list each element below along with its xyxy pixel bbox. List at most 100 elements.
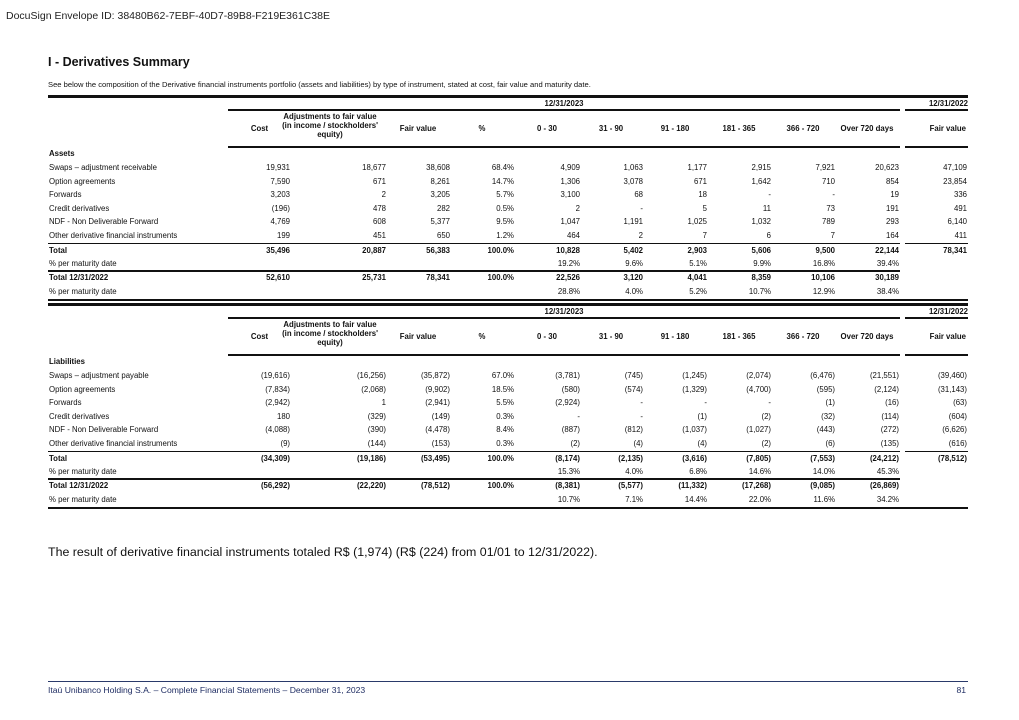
cell-value: 20,887: [362, 245, 386, 255]
cell-value: 6.8%: [689, 467, 707, 477]
cell-value: (6,626): [942, 425, 967, 435]
cell-value: (16): [885, 398, 899, 408]
cell-value: 68.4%: [491, 163, 514, 172]
page-number: 81: [956, 685, 966, 695]
cell-value: 73: [826, 203, 835, 213]
cell-value: 8,261: [430, 176, 450, 186]
cell-value: 5,377: [430, 217, 450, 227]
cell-value: (595): [816, 384, 835, 394]
table-bottom-rule: [48, 298, 968, 302]
cell-value: (4): [697, 439, 707, 448]
cell-value: 1,642: [751, 176, 771, 186]
column-header: Adjustments to fair value (in income / s…: [282, 320, 378, 347]
cell-value: 4,041: [687, 273, 707, 283]
cell-value: (8,381): [555, 481, 580, 491]
cell-value: 16.8%: [812, 259, 835, 269]
total-row: Total 35,496 20,887 56,383 100.0% 10,828 5,402…: [48, 244, 968, 257]
cell-value: 10,106: [811, 273, 835, 283]
cell-value: 14.0%: [812, 467, 835, 477]
row-label: Credit derivatives: [49, 203, 110, 213]
cell-value: 0.3%: [496, 411, 514, 421]
cell-value: -: [704, 398, 707, 408]
cell-value: 336: [953, 190, 967, 200]
table-row: Other derivative financial instruments 19…: [48, 229, 968, 242]
cell-value: 710: [821, 176, 835, 186]
cell-value: 4.0%: [625, 286, 643, 296]
cell-value: (580): [561, 384, 580, 394]
cell-value: 18: [698, 190, 707, 200]
cell-value: (8,174): [555, 453, 580, 463]
cell-value: 35,496: [266, 245, 290, 255]
cell-value: 25,731: [362, 273, 386, 283]
column-header: %: [478, 332, 486, 341]
cell-value: 2: [638, 231, 643, 240]
header-bottom-rule: [228, 146, 900, 148]
table-row: NDF - Non Deliverable Forward 4,769 608 5,3…: [48, 215, 968, 228]
cell-value: 164: [885, 231, 899, 240]
intro-text: See below the composition of the Derivat…: [48, 80, 591, 89]
cell-value: 100.0%: [487, 245, 514, 255]
cell-value: -: [640, 398, 643, 408]
cell-value: (2): [761, 439, 771, 448]
header-rule: [228, 317, 900, 319]
cell-value: (135): [880, 439, 899, 448]
cell-value: 9.9%: [753, 259, 771, 269]
cell-value: (329): [367, 411, 386, 421]
cell-value: (2,924): [555, 398, 580, 408]
cell-value: 1,025: [687, 217, 707, 227]
total-row: Total (34,309) (19,186) (53,495) 100.0% (8,17…: [48, 452, 968, 465]
footer-text: Itaú Unibanco Holding S.A. – Complete Fi…: [48, 685, 366, 695]
total-rule: [905, 450, 968, 453]
cell-value: 4,769: [270, 217, 290, 227]
section-title: I - Derivatives Summary: [48, 55, 190, 69]
cell-value: 650: [436, 231, 450, 240]
cell-value: 6: [766, 231, 771, 240]
cell-value: 14.7%: [491, 176, 514, 186]
cell-value: (3,781): [555, 371, 580, 380]
table-top-rule: [48, 303, 968, 306]
table-row: Forwards (2,942) 1 (2,941) 5.5% (2,924) - - - (1)…: [48, 396, 968, 409]
cell-value: 78,341: [426, 273, 450, 283]
cell-value: (1,329): [682, 384, 707, 394]
row-label: % per maturity date: [49, 467, 117, 477]
cell-value: (19,616): [260, 371, 290, 380]
cell-value: 30,189: [875, 273, 899, 283]
cell-value: 1,191: [623, 217, 643, 227]
cell-value: 3,100: [560, 190, 580, 200]
cell-value: 0.5%: [496, 203, 514, 213]
cell-value: 19,931: [266, 163, 290, 172]
cell-value: 5.2%: [689, 286, 707, 296]
cell-value: 100.0%: [487, 481, 514, 491]
column-header: Over 720 days: [840, 332, 894, 341]
total-prior-row: Total 12/31/2022 (56,292) (22,220) (78,512)…: [48, 479, 968, 492]
cell-value: 6,140: [947, 217, 967, 227]
row-label: % per maturity date: [49, 494, 117, 504]
assets-table: 12/31/2023 12/31/2022 Cost Adjustments to f…: [48, 95, 968, 302]
cell-value: (39,460): [937, 371, 967, 380]
row-label: Option agreements: [49, 384, 116, 394]
cell-value: (443): [816, 425, 835, 435]
cell-value: 11: [762, 203, 771, 213]
column-header: 0 - 30: [537, 124, 557, 133]
cell-value: 789: [821, 217, 835, 227]
cell-value: 3,120: [623, 273, 643, 283]
cell-value: 38.4%: [876, 286, 899, 296]
cell-value: (2,135): [618, 453, 643, 463]
cell-value: 7,590: [270, 176, 290, 186]
header-rule: [905, 109, 968, 111]
total-prior-row: Total 12/31/2022 52,610 25,731 78,341 100.0%…: [48, 271, 968, 284]
cell-value: (2,942): [265, 398, 290, 408]
maturity-pct-row: % per maturity date 28.8% 4.0% 5.2% 10.7% 12.…: [48, 285, 968, 298]
cell-value: 1,047: [560, 217, 580, 227]
cell-value: 9,500: [815, 245, 835, 255]
cell-value: 411: [954, 231, 967, 240]
table-row: Other derivative financial instruments (9…: [48, 437, 968, 450]
cell-value: 100.0%: [487, 453, 514, 463]
cell-value: 19.2%: [557, 259, 580, 269]
cell-value: (604): [948, 411, 967, 421]
total-prior-rule: [48, 478, 900, 480]
cell-value: (78,512): [420, 481, 450, 491]
row-label: Swaps – adjustment receivable: [49, 163, 157, 172]
cell-value: (31,143): [937, 384, 967, 394]
cell-value: -: [640, 203, 643, 213]
